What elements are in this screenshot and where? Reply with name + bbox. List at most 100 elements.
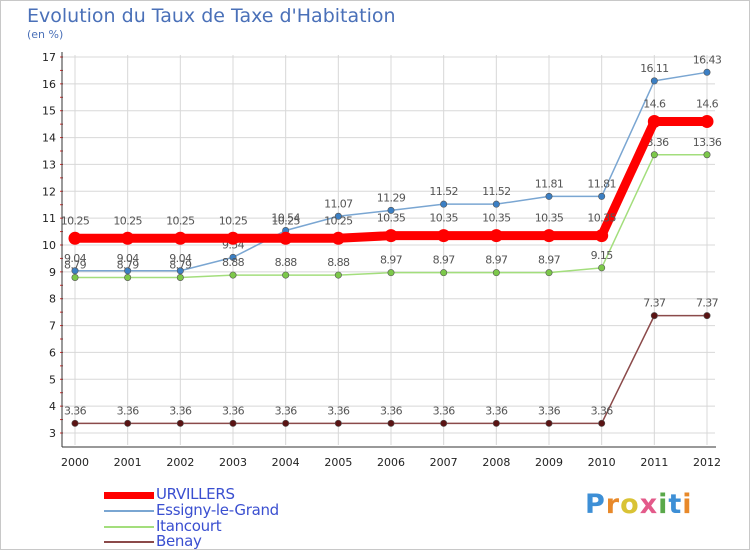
data-point-itancourt xyxy=(598,264,606,272)
data-point-urvillers xyxy=(384,229,398,243)
y-tick-label: 14 xyxy=(42,132,56,145)
data-point-benay xyxy=(282,419,290,427)
data-point-itancourt xyxy=(334,271,342,279)
data-label-urvillers: 10.25 xyxy=(113,214,142,227)
data-label-benay: 3.36 xyxy=(169,404,192,417)
data-point-itancourt xyxy=(124,273,132,281)
data-label-benay: 3.36 xyxy=(485,404,508,417)
data-point-itancourt xyxy=(545,269,553,277)
y-tick-label: 4 xyxy=(49,400,56,413)
data-label-urvillers: 10.35 xyxy=(482,212,511,225)
y-tick-label: 16 xyxy=(42,78,56,91)
data-label-benay: 3.36 xyxy=(538,404,561,417)
x-tick-label: 2008 xyxy=(482,456,510,469)
data-point-essigny-le-grand xyxy=(229,253,237,261)
data-label-itancourt: 8.88 xyxy=(275,256,298,269)
data-label-itancourt: 8.88 xyxy=(222,256,245,269)
data-label-benay: 3.36 xyxy=(64,404,87,417)
legend-label-benay: Benay xyxy=(156,532,202,550)
data-point-urvillers xyxy=(226,231,240,245)
logo-letter: x xyxy=(639,489,659,520)
data-point-itancourt xyxy=(703,151,711,159)
chart-subtitle: (en %) xyxy=(27,28,64,41)
data-label-essigny-le-grand: 11.52 xyxy=(482,185,511,198)
data-label-urvillers: 10.25 xyxy=(271,214,300,227)
x-tick-label: 2002 xyxy=(166,456,194,469)
data-point-essigny-le-grand xyxy=(650,77,658,85)
x-tick-label: 2012 xyxy=(693,456,721,469)
data-point-benay xyxy=(124,419,132,427)
data-point-essigny-le-grand xyxy=(334,212,342,220)
data-label-itancourt: 8.97 xyxy=(433,254,456,267)
data-point-essigny-le-grand xyxy=(440,200,448,208)
data-label-essigny-le-grand: 11.81 xyxy=(587,177,616,190)
data-point-benay xyxy=(387,419,395,427)
data-point-benay xyxy=(598,419,606,427)
data-label-urvillers: 10.35 xyxy=(587,212,616,225)
logo-letter: t xyxy=(668,489,683,520)
data-point-essigny-le-grand xyxy=(124,267,132,275)
data-label-essigny-le-grand: 11.52 xyxy=(429,185,458,198)
y-tick-label: 13 xyxy=(42,158,56,171)
data-point-urvillers xyxy=(437,229,451,243)
chart-title: Evolution du Taux de Taxe d'Habitation xyxy=(27,5,396,27)
data-label-itancourt: 8.88 xyxy=(327,256,350,269)
data-point-urvillers xyxy=(331,231,345,245)
data-label-essigny-le-grand: 10.54 xyxy=(271,211,300,224)
y-tick-label: 17 xyxy=(42,51,56,64)
legend-swatch-essigny xyxy=(104,510,154,512)
data-label-itancourt: 8.79 xyxy=(117,258,140,271)
data-label-urvillers: 10.25 xyxy=(166,214,195,227)
data-label-urvillers: 10.25 xyxy=(219,214,248,227)
data-label-benay: 3.36 xyxy=(222,404,245,417)
y-tick-label: 6 xyxy=(49,346,56,359)
proxiti-logo: Proxiti xyxy=(585,489,693,520)
data-point-essigny-le-grand xyxy=(703,68,711,76)
data-point-benay xyxy=(334,419,342,427)
data-label-benay: 7.37 xyxy=(643,297,666,310)
data-label-essigny-le-grand: 16.43 xyxy=(693,53,722,66)
y-tick-label: 7 xyxy=(49,320,56,333)
data-label-itancourt: 8.79 xyxy=(64,258,87,271)
data-point-essigny-le-grand xyxy=(71,267,79,275)
data-label-benay: 3.36 xyxy=(380,404,403,417)
y-tick-label: 15 xyxy=(42,105,56,118)
legend-label-urvillers: URVILLERS xyxy=(156,485,235,503)
data-label-itancourt: 8.79 xyxy=(169,258,192,271)
data-label-itancourt: 8.97 xyxy=(538,254,561,267)
data-point-benay xyxy=(545,419,553,427)
data-point-benay xyxy=(229,419,237,427)
data-point-urvillers xyxy=(647,114,661,128)
data-label-benay: 3.36 xyxy=(591,404,614,417)
data-point-essigny-le-grand xyxy=(492,200,500,208)
data-point-essigny-le-grand xyxy=(387,206,395,214)
data-point-urvillers xyxy=(173,231,187,245)
data-point-itancourt xyxy=(176,273,184,281)
y-tick-label: 11 xyxy=(42,212,56,225)
y-tick-label: 12 xyxy=(42,185,56,198)
data-point-benay xyxy=(650,312,658,320)
data-point-benay xyxy=(492,419,500,427)
data-point-itancourt xyxy=(71,273,79,281)
data-point-urvillers xyxy=(68,231,82,245)
logo-letter: i xyxy=(682,489,693,520)
x-tick-label: 2006 xyxy=(377,456,405,469)
y-tick-label: 9 xyxy=(49,266,56,279)
x-tick-label: 2011 xyxy=(640,456,668,469)
data-label-itancourt: 13.36 xyxy=(693,136,722,149)
y-tick-label: 8 xyxy=(49,293,56,306)
logo-letter: r xyxy=(605,489,621,520)
data-label-essigny-le-grand: 11.29 xyxy=(377,191,406,204)
y-tick-label: 10 xyxy=(42,239,56,252)
legend-label-itancourt: Itancourt xyxy=(156,517,222,535)
data-point-essigny-le-grand xyxy=(598,192,606,200)
legend-swatch-itancourt xyxy=(104,526,154,528)
data-label-essigny-le-grand: 9.04 xyxy=(169,252,192,265)
logo-letter: i xyxy=(658,489,669,520)
data-label-itancourt: 9.15 xyxy=(591,249,614,262)
x-tick-label: 2001 xyxy=(114,456,142,469)
data-point-itancourt xyxy=(492,269,500,277)
data-point-itancourt xyxy=(387,269,395,277)
data-point-itancourt xyxy=(282,271,290,279)
